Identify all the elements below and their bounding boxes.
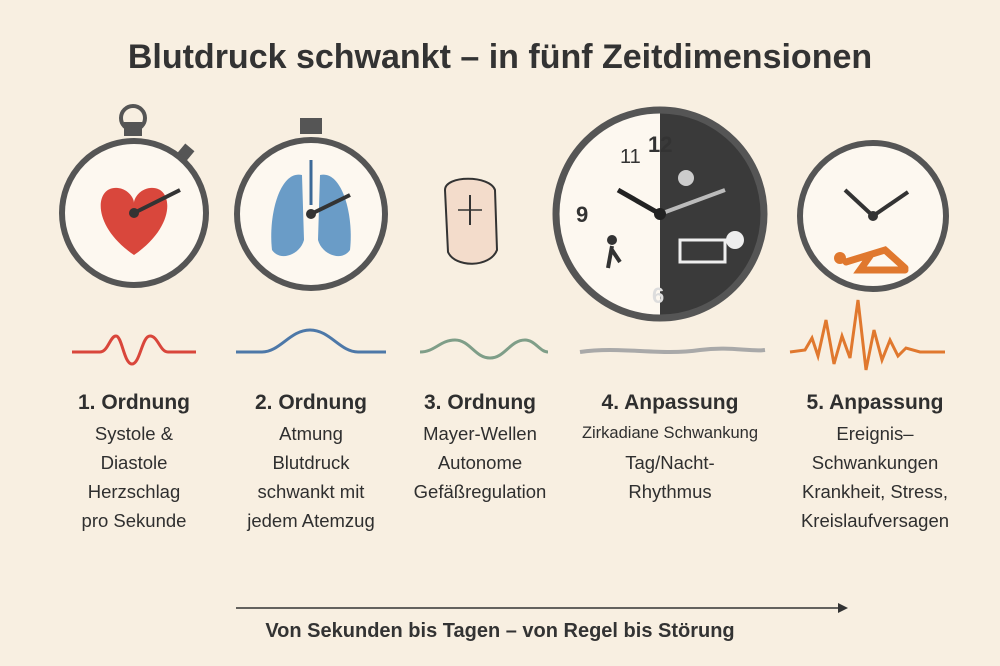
column-line: Diastole (100, 452, 168, 473)
stopwatch-heart-icon (59, 104, 209, 288)
stopwatch-lungs-icon (234, 118, 388, 291)
column-4: 4. Anpassung Zirkadiane Schwankung Tag/N… (560, 388, 780, 506)
event-wave (789, 299, 945, 371)
column-line: Herzschlag (87, 481, 181, 502)
respiration-wave (236, 328, 386, 354)
column-line: Schwankungen (811, 452, 939, 473)
column-heading: 5. Anpassung (806, 391, 944, 414)
head-icon (443, 177, 499, 265)
column-1: 1. Ordnung Systole & Diastole Herzschlag… (34, 388, 234, 535)
clock-number-6: 6 (652, 283, 664, 308)
column-line: Atmung (279, 423, 343, 444)
column-line: Rhythmus (628, 481, 712, 502)
column-line: Krankheit, Stress, (801, 481, 948, 502)
clock-collapse-icon (797, 140, 949, 292)
timeline-caption: Von Sekunden bis Tagen – von Regel bis S… (265, 620, 735, 642)
column-line: Autonome (437, 452, 523, 473)
column-heading: 3. Ordnung (424, 391, 536, 414)
page-title: Blutdruck schwankt – in fünf Zeitdimensi… (127, 38, 873, 76)
circadian-wave (579, 346, 766, 354)
column-line: Mayer-Wellen (423, 423, 537, 444)
column-line: Systole & (94, 423, 174, 444)
clock-number-11: 11 (620, 146, 641, 168)
column-line: Gefäßregulation (413, 481, 547, 502)
column-line: schwankt mit (257, 481, 365, 502)
timeline-arrow (236, 603, 848, 613)
column-5: 5. Anpassung Ereignis– Schwankungen Kran… (765, 388, 985, 535)
column-heading: 1. Ordnung (78, 391, 190, 414)
column-heading: 2. Ordnung (255, 391, 367, 414)
heartbeat-wave (72, 334, 196, 366)
column-line: Kreislaufversagen (800, 510, 950, 531)
clock-number-12: 12 (648, 132, 672, 157)
column-line: Zirkadiane Schwankung (581, 424, 759, 442)
column-line: Blutdruck (272, 452, 350, 473)
column-heading: 4. Anpassung (601, 391, 739, 414)
clock-number-9: 9 (576, 202, 588, 227)
mayer-wave (419, 338, 549, 360)
column-line: Ereignis– (836, 423, 914, 444)
column-line: pro Sekunde (81, 510, 187, 531)
column-line: jedem Atemzug (247, 510, 375, 531)
day-night-clock-icon: 11 12 9 6 (552, 106, 768, 322)
column-line: Tag/Nacht- (625, 452, 715, 473)
column-3: 3. Ordnung Mayer-Wellen Autonome Gefäßre… (380, 388, 580, 506)
column-2: 2. Ordnung Atmung Blutdruck schwankt mit… (211, 388, 411, 535)
